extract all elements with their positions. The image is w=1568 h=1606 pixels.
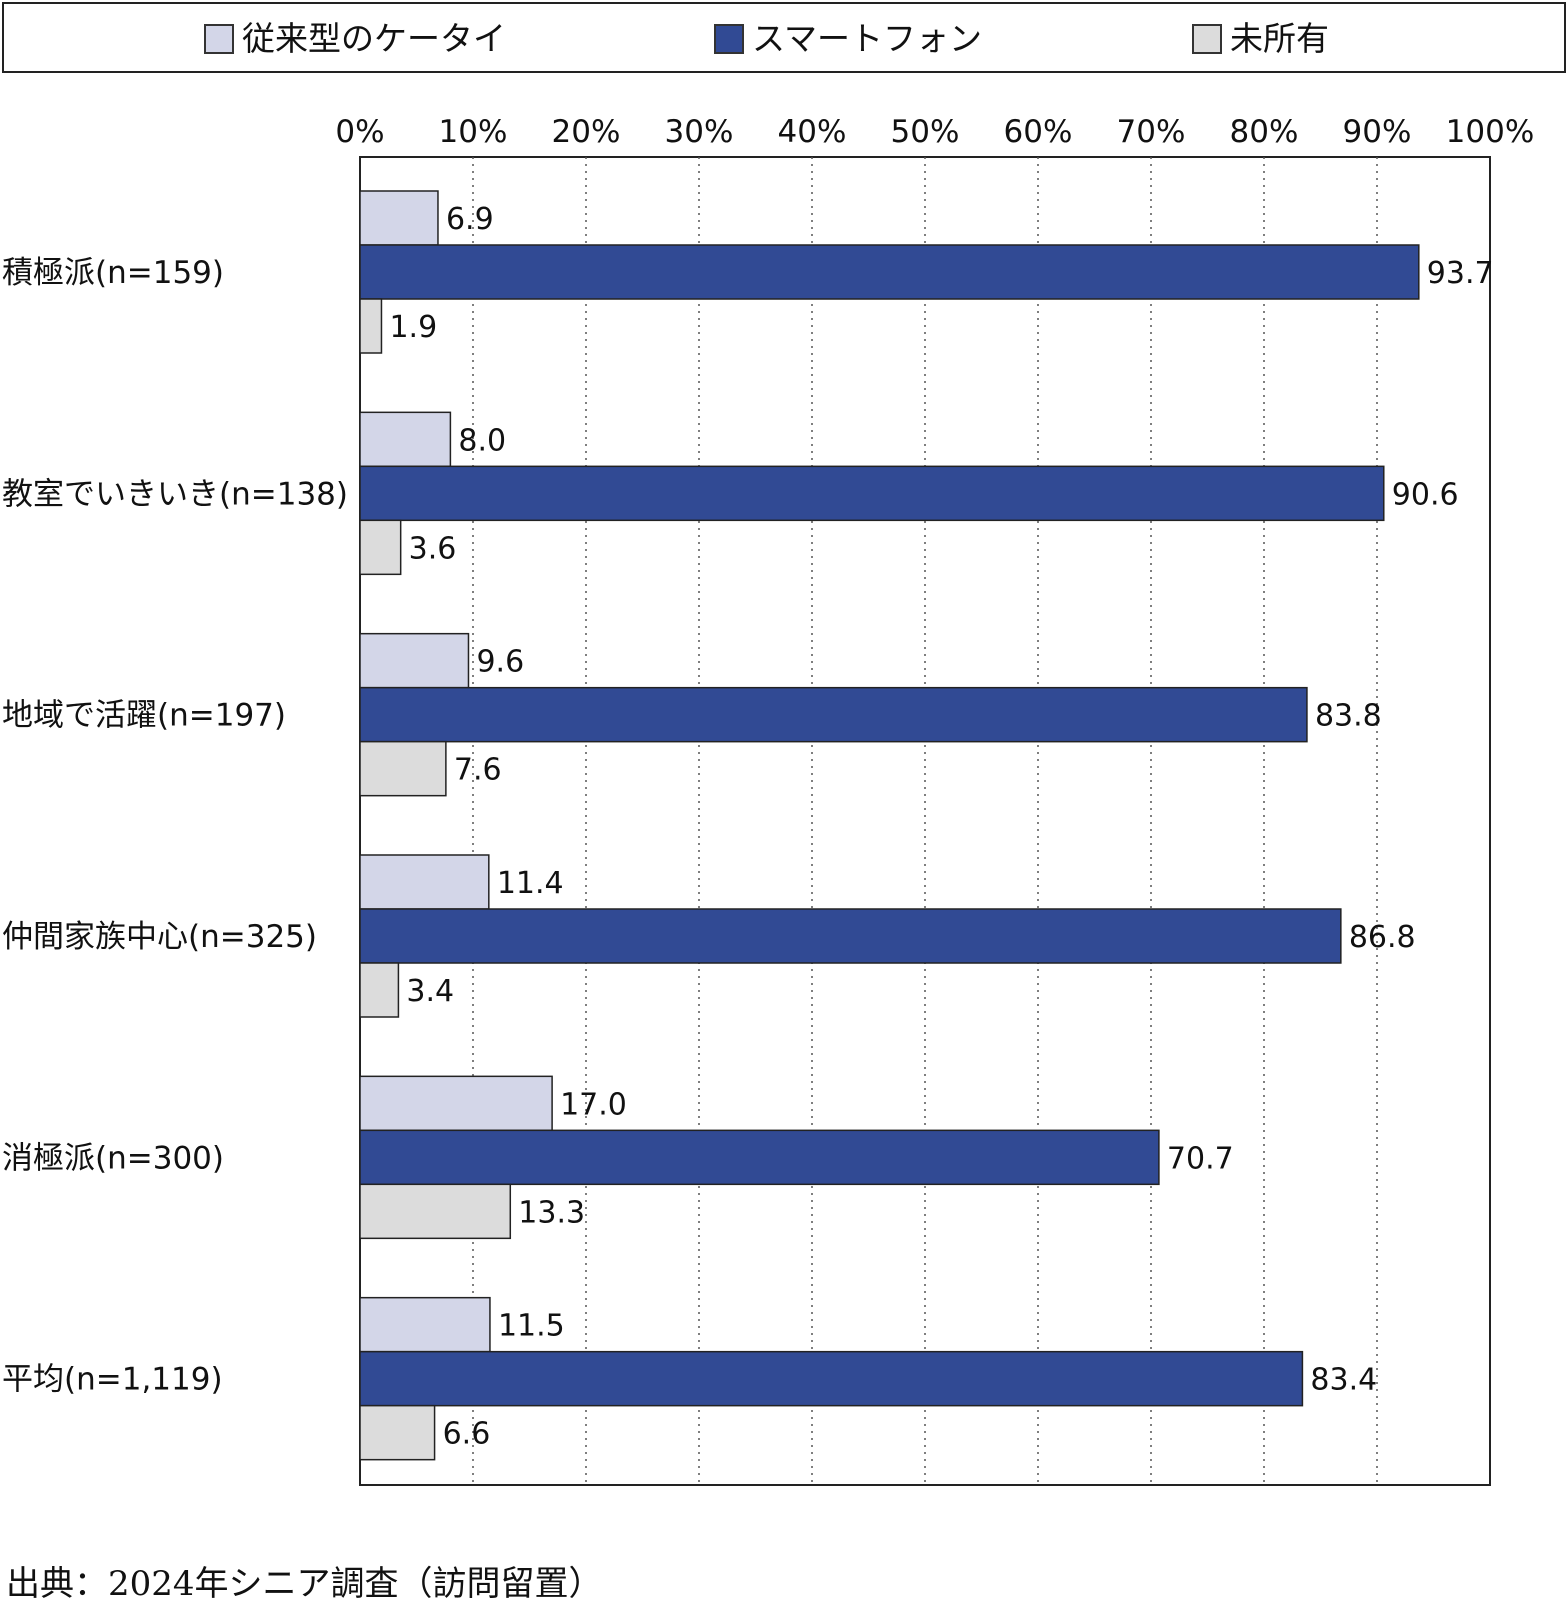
- bar: [359, 244, 1420, 300]
- bar: [359, 1404, 436, 1461]
- category-label: 平均(n=1,119): [2, 1362, 223, 1398]
- bar: [359, 1075, 553, 1132]
- x-tick-label: 10%: [439, 114, 508, 150]
- data-label: 8.0: [458, 423, 506, 458]
- bar: [359, 411, 452, 468]
- bar: [359, 962, 400, 1018]
- data-label: 7.6: [454, 753, 502, 788]
- bar: [359, 298, 383, 354]
- bar-chart: 0% 10% 20% 30% 40% 50% 60% 70% 80% 90% 100% 積極派(n=1…: [2, 114, 1535, 1486]
- data-label: 11.4: [497, 866, 564, 901]
- legend-swatch-smartphone: [714, 24, 744, 54]
- x-tick-label: 0%: [335, 114, 384, 150]
- x-tick-label: 50%: [891, 114, 960, 150]
- legend-label-none: 未所有: [1230, 19, 1329, 58]
- data-label: 86.8: [1349, 920, 1416, 955]
- legend-label-keitai: 従来型のケータイ: [242, 19, 506, 58]
- legend-swatch-keitai: [204, 24, 234, 54]
- x-tick-label: 30%: [665, 114, 734, 150]
- data-label: 90.6: [1392, 477, 1459, 512]
- data-label: 13.3: [518, 1195, 585, 1230]
- data-label: 3.6: [409, 531, 457, 566]
- x-tick-label: 40%: [778, 114, 847, 150]
- category-label: 教室でいきいき(n=138): [2, 476, 348, 512]
- bar: [359, 519, 402, 576]
- legend-item-none: 未所有: [1192, 22, 1329, 56]
- x-tick-label: 70%: [1117, 114, 1186, 150]
- bar: [359, 1129, 1160, 1186]
- bar: [359, 1296, 491, 1353]
- source-note: 出典：2024年シニア調査（訪問留置）: [6, 1564, 603, 1604]
- data-label: 6.6: [443, 1417, 491, 1452]
- x-tick-label: 90%: [1343, 114, 1412, 150]
- bar: [359, 190, 439, 246]
- data-label: 17.0: [560, 1087, 627, 1122]
- data-label: 11.5: [498, 1309, 565, 1344]
- legend-item-smartphone: スマートフォン: [714, 22, 982, 56]
- data-label: 83.4: [1310, 1363, 1377, 1398]
- bar: [359, 465, 1385, 522]
- bar: [359, 686, 1308, 743]
- category-label: 積極派(n=159): [2, 255, 224, 291]
- x-tick-label: 60%: [1004, 114, 1073, 150]
- data-label: 93.7: [1427, 256, 1494, 291]
- data-label: 83.8: [1315, 699, 1382, 734]
- bar: [359, 854, 490, 910]
- category-label: 仲間家族中心(n=325): [2, 919, 317, 955]
- data-label: 9.6: [476, 645, 524, 680]
- data-label: 70.7: [1167, 1141, 1234, 1176]
- data-label: 6.9: [446, 202, 494, 237]
- legend-swatch-none: [1192, 24, 1222, 54]
- data-label: 3.4: [406, 974, 454, 1009]
- x-tick-label: 20%: [552, 114, 621, 150]
- bar: [359, 632, 470, 689]
- legend-label-smartphone: スマートフォン: [752, 19, 983, 58]
- bar: [359, 1350, 1304, 1407]
- legend-item-keitai: 従来型のケータイ: [204, 22, 506, 56]
- data-label: 1.9: [389, 310, 437, 345]
- category-label: 地域で活躍(n=197): [2, 698, 286, 734]
- bar: [359, 908, 1342, 964]
- bar: [359, 740, 447, 797]
- x-tick-label: 100%: [1446, 114, 1535, 150]
- category-label: 消極派(n=300): [2, 1140, 224, 1176]
- bar: [359, 1183, 512, 1240]
- legend: 従来型のケータイ スマートフォン 未所有: [2, 2, 1566, 73]
- x-tick-label: 80%: [1230, 114, 1299, 150]
